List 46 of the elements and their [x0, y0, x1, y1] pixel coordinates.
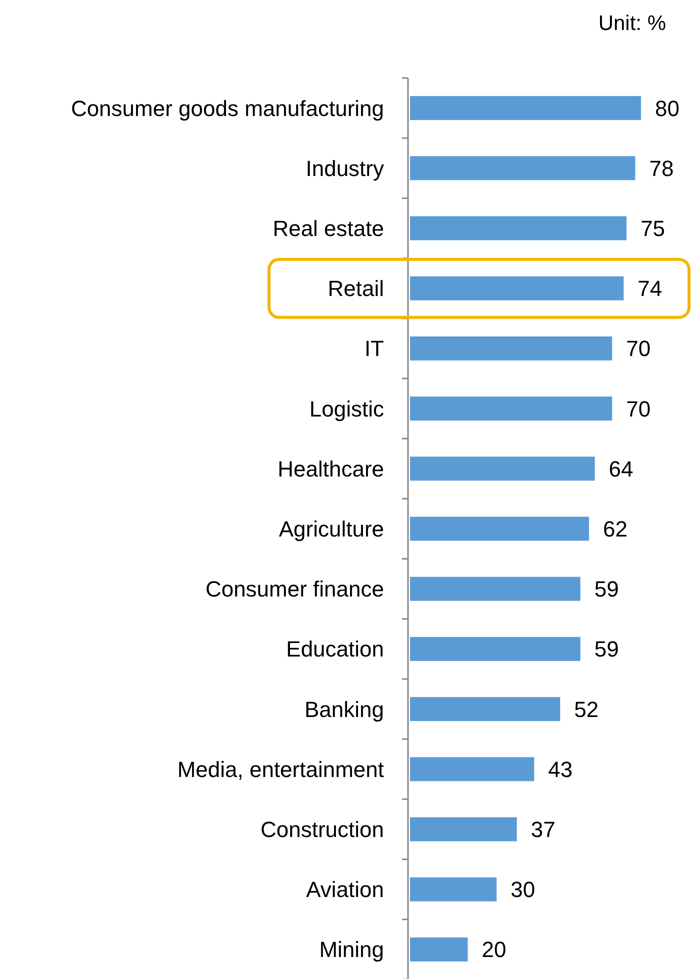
- bar: [410, 516, 590, 541]
- y-tick-label: Real estate: [272, 216, 384, 241]
- data-label: 43: [548, 756, 573, 782]
- bar: [410, 276, 624, 300]
- bar: [410, 937, 468, 962]
- y-tick-label: Healthcare: [278, 456, 384, 482]
- bar: [410, 576, 580, 601]
- bar: [410, 817, 517, 842]
- y-tick-label: Mining: [319, 937, 384, 962]
- y-tick-label: Education: [286, 636, 384, 662]
- bar: [410, 336, 612, 360]
- y-tick-label: Construction: [260, 816, 384, 842]
- data-label: 75: [640, 216, 666, 241]
- data-label: 59: [594, 576, 619, 602]
- data-label: 20: [482, 937, 506, 962]
- bar: [410, 96, 641, 120]
- y-tick-label: Retail: [328, 276, 384, 302]
- y-tick-label: Media, entertainment: [177, 756, 384, 782]
- text: Unit: %: [598, 12, 666, 35]
- data-label: 64: [608, 456, 634, 482]
- data-label: 70: [626, 336, 651, 362]
- y-tick-label: Industry: [306, 156, 384, 181]
- bar: [410, 877, 497, 902]
- bar: [410, 216, 627, 240]
- y-tick-label: Banking: [304, 696, 384, 722]
- data-label: 59: [594, 636, 619, 662]
- bar: [410, 697, 560, 722]
- data-label: 52: [574, 696, 599, 722]
- y-tick-label: Consumer finance: [205, 576, 384, 602]
- y-tick-label: Agriculture: [278, 516, 384, 542]
- bar: [410, 396, 612, 421]
- data-label: 37: [530, 816, 556, 842]
- y-tick-label: Logistic: [309, 396, 384, 422]
- data-label: 74: [638, 276, 662, 302]
- data-label: 78: [649, 156, 674, 181]
- bar: [410, 156, 636, 180]
- y-tick-label: Aviation: [306, 877, 384, 902]
- data-label: 80: [655, 96, 680, 121]
- y-tick-label: Consumer goods manufacturing: [70, 96, 384, 121]
- bar: [410, 757, 534, 782]
- data-label: 62: [603, 516, 628, 542]
- bar: [410, 636, 580, 661]
- y-tick-label: IT: [364, 336, 384, 362]
- data-label: 70: [626, 396, 651, 422]
- data-label: 30: [510, 877, 536, 902]
- bar: [410, 456, 595, 481]
